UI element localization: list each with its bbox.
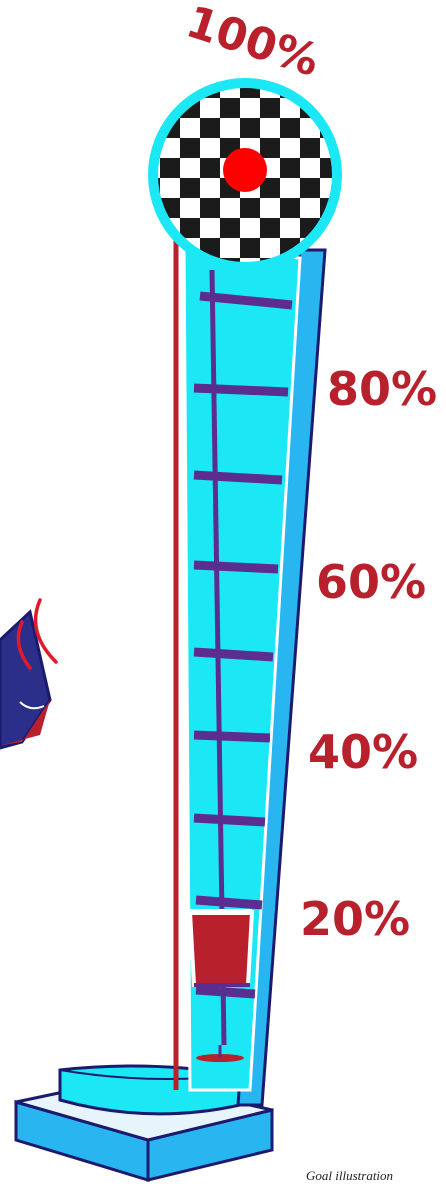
mark-label-60: 60%: [316, 555, 426, 609]
motion-lines-icon: [16, 598, 58, 670]
mark-label-80: 80%: [327, 362, 437, 416]
striker-puck-icon: [187, 909, 255, 987]
mark-label-20: 20%: [300, 892, 410, 946]
base-pad-icon: [196, 1045, 244, 1062]
mallet-icon: [0, 609, 52, 750]
illustration-caption: Goal illustration: [306, 1168, 394, 1183]
platform-base-icon: [14, 1064, 274, 1183]
scale-rungs: [193, 269, 293, 1046]
top-percent-label: 100%: [180, 0, 325, 87]
mark-label-40: 40%: [308, 725, 418, 779]
checkered-bell-icon: [148, 78, 342, 272]
